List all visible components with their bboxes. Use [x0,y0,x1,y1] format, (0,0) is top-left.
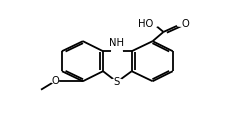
Circle shape [150,22,158,26]
Circle shape [177,22,184,26]
Circle shape [112,48,122,54]
Text: O: O [51,76,59,86]
Text: S: S [114,77,120,87]
Text: O: O [181,19,189,29]
Circle shape [111,79,123,85]
Text: NH: NH [109,38,125,48]
Text: HO: HO [137,19,153,29]
Circle shape [52,79,59,83]
